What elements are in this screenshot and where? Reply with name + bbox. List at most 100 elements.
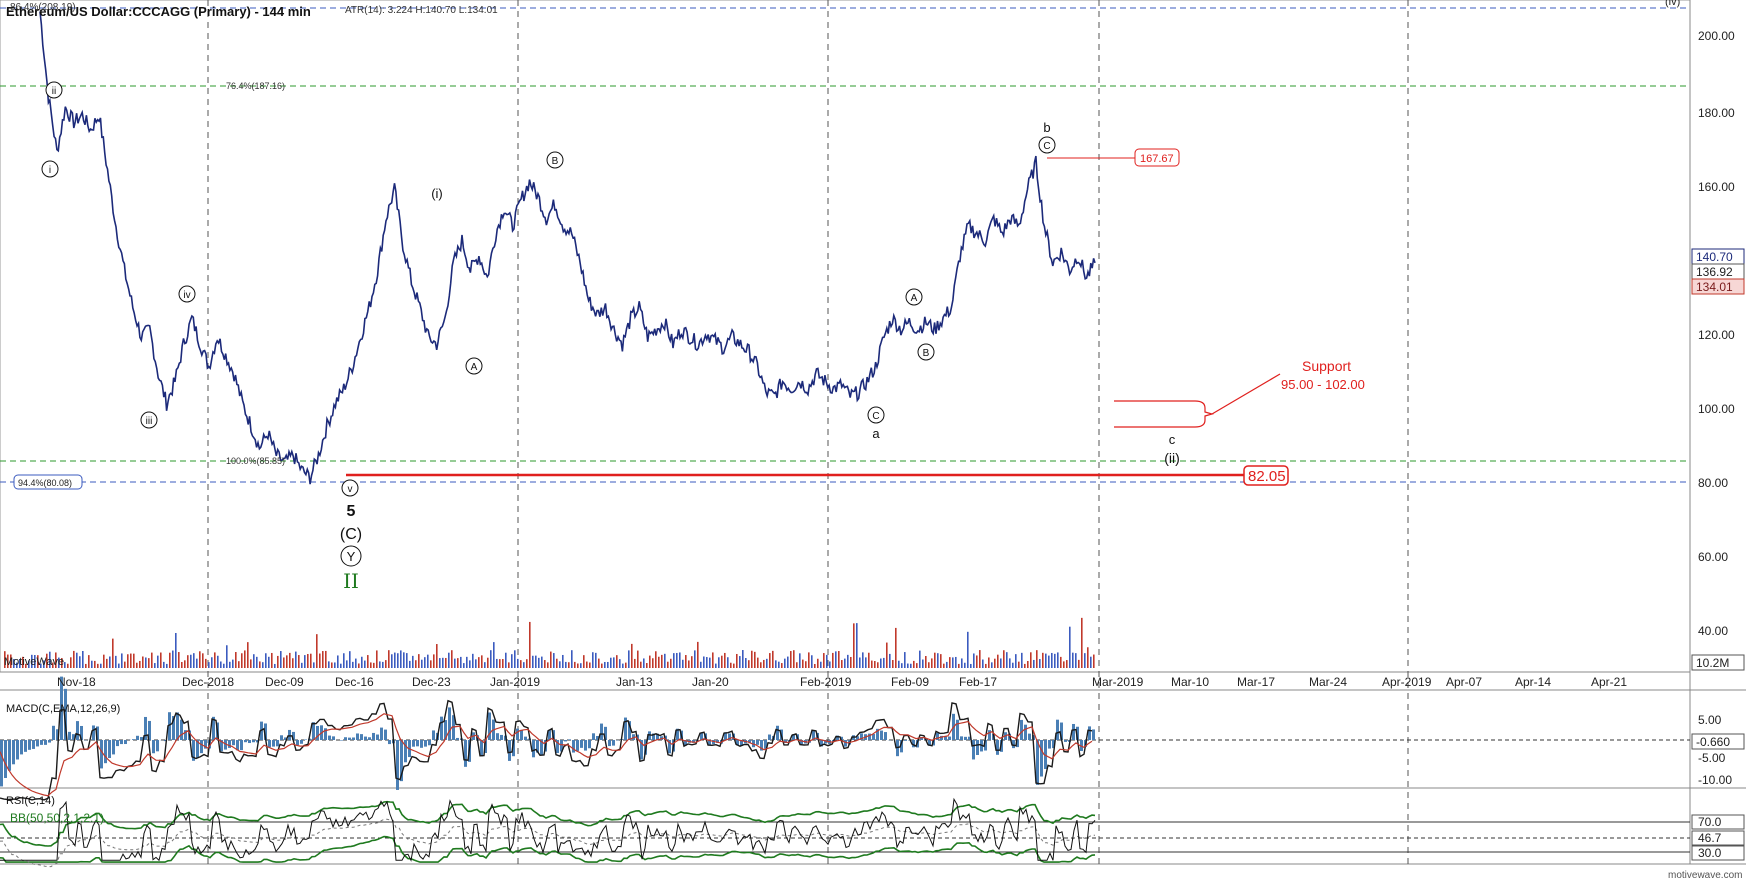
volume-bar: [637, 650, 639, 668]
volume-bar: [421, 659, 423, 668]
volume-bar: [430, 660, 432, 668]
volume-bar: [772, 650, 774, 668]
macd-hist-bar: [748, 740, 751, 743]
volume-bar: [916, 663, 918, 668]
volume-bar: [40, 663, 42, 668]
macd-hist-bar: [692, 740, 695, 743]
macd-hist-bar: [500, 734, 503, 740]
volume-bar: [1084, 653, 1086, 668]
x-tick: Feb-09: [891, 675, 929, 689]
volume-bar: [100, 663, 102, 668]
volume-bar: [211, 657, 213, 668]
y-tick: 80.00: [1698, 476, 1728, 490]
readout-volume: 10.2M: [1696, 656, 1729, 670]
volume-bar: [895, 627, 897, 668]
volume-bar: [4, 651, 6, 668]
volume-bar: [760, 662, 762, 668]
volume-bar: [1069, 626, 1071, 668]
volume-bar: [514, 650, 516, 668]
macd-hist-bar: [556, 740, 559, 754]
volume-bar: [118, 663, 120, 668]
macd-hist-bar: [8, 740, 11, 771]
volume-bar: [223, 663, 225, 668]
macd-hist-bar: [812, 730, 815, 740]
x-tick: Jan-2019: [490, 675, 540, 689]
macd-hist-bar: [976, 740, 979, 755]
y-tick: 60.00: [1698, 550, 1728, 564]
volume-bar: [184, 660, 186, 668]
volume-bar: [475, 659, 477, 668]
macd-hist-bar: [1012, 740, 1015, 749]
volume-bar: [418, 654, 420, 668]
macd-hist-bar: [1080, 740, 1083, 752]
volume-bar: [988, 657, 990, 668]
volume-bar: [205, 658, 207, 668]
volume-bar: [871, 660, 873, 668]
volume-bar: [298, 655, 300, 668]
macd-hist-bar: [940, 735, 943, 740]
macd-hist-bar: [92, 725, 95, 740]
macd-hist-bar: [800, 740, 803, 745]
macd-hist-bar: [428, 740, 431, 746]
volume-bar: [937, 653, 939, 668]
volume-bar: [76, 652, 78, 668]
volume-bar: [625, 662, 627, 668]
macd-hist-bar: [236, 740, 239, 751]
macd-hist-bar: [96, 726, 99, 740]
macd-hist-bar: [44, 740, 47, 745]
volume-bar: [646, 663, 648, 668]
macd-hist-bar: [108, 740, 111, 759]
macd-hist-bar: [520, 730, 523, 740]
macd-hist-bar: [228, 740, 231, 748]
macd-hist-bar: [532, 740, 535, 758]
macd-hist-bar: [360, 734, 363, 740]
volume-bar: [979, 650, 981, 668]
volume-bar: [343, 653, 345, 668]
macd-hist-bar: [736, 740, 739, 746]
volume-bar: [856, 623, 858, 668]
macd-hist-bar: [376, 734, 379, 740]
volume-bar: [397, 653, 399, 668]
volume-bar: [898, 660, 900, 668]
readout-low: 134.01: [1696, 280, 1733, 294]
volume-bar: [1006, 652, 1008, 668]
macd-hist-bar: [332, 736, 335, 740]
macd-hist-bar: [184, 730, 187, 740]
macd-hist-bar: [368, 737, 371, 740]
macd-hist-bar: [488, 712, 491, 740]
macd-hist-bar: [12, 740, 15, 765]
macd-hist-bar: [560, 740, 563, 752]
macd-hist-bar: [608, 740, 611, 747]
volume-bar: [148, 658, 150, 668]
volume-bar: [652, 658, 654, 668]
volume-bar: [970, 663, 972, 668]
macd-hist-bar: [292, 731, 295, 740]
volume-bar: [709, 657, 711, 668]
volume-bar: [448, 652, 450, 668]
volume-bar: [643, 658, 645, 668]
macd-hist-bar: [52, 725, 55, 740]
volume-bar: [841, 660, 843, 668]
volume-bar: [862, 652, 864, 668]
macd-hist-bar: [1064, 740, 1067, 742]
volume-bar: [790, 651, 792, 668]
volume-bar: [472, 653, 474, 668]
volume-bar: [1057, 652, 1059, 668]
volume-bar: [352, 661, 354, 668]
macd-hist-bar: [540, 740, 543, 755]
volume-bar: [196, 658, 198, 668]
volume-bar: [538, 657, 540, 668]
price-line: [39, 11, 1096, 485]
volume-bar: [1075, 653, 1077, 668]
volume-bar: [112, 638, 114, 668]
volume-bar: [202, 653, 204, 668]
macd-hist-bar: [164, 740, 167, 742]
volume-bar: [766, 658, 768, 668]
volume-bar: [991, 662, 993, 668]
y-tick: 40.00: [1698, 624, 1728, 638]
volume-bar: [775, 660, 777, 668]
volume-bar: [262, 662, 264, 668]
macd-hist-bar: [824, 740, 827, 744]
volume-bar: [655, 651, 657, 668]
